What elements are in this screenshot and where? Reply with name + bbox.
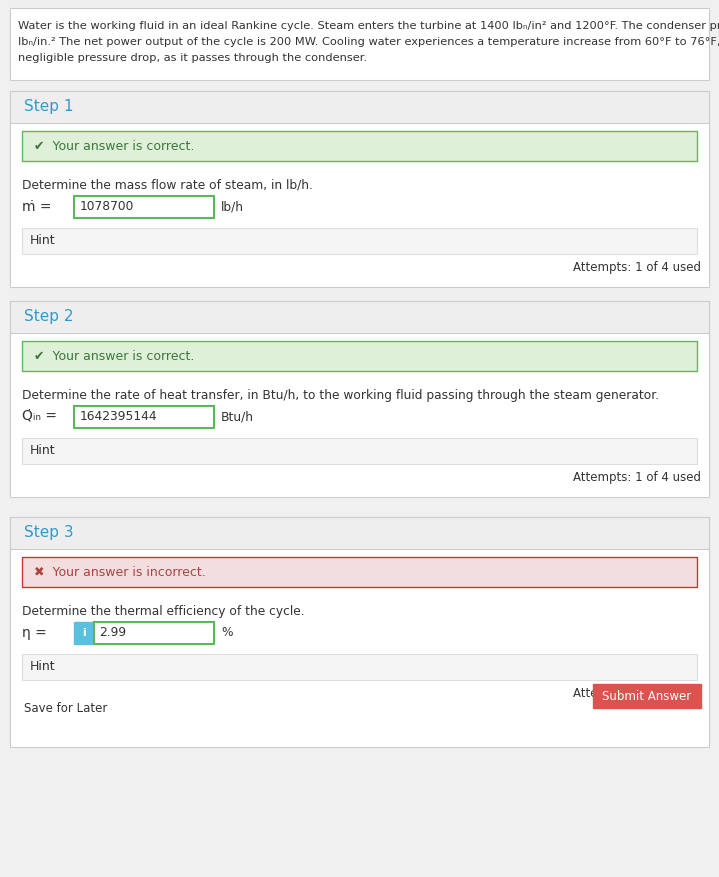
Bar xyxy=(10,517,709,747)
Text: Hint: Hint xyxy=(30,660,55,674)
Text: Attempts: 1 of 4 used: Attempts: 1 of 4 used xyxy=(573,688,701,701)
Bar xyxy=(10,301,709,333)
Text: Submit Answer: Submit Answer xyxy=(603,689,692,702)
Text: η =: η = xyxy=(22,626,47,640)
Text: Determine the thermal efficiency of the cycle.: Determine the thermal efficiency of the … xyxy=(22,605,305,618)
Text: Save for Later: Save for Later xyxy=(24,702,107,715)
Text: ✔  Your answer is correct.: ✔ Your answer is correct. xyxy=(34,350,194,362)
Bar xyxy=(22,654,697,680)
Text: Water is the working fluid in an ideal Rankine cycle. Steam enters the turbine a: Water is the working fluid in an ideal R… xyxy=(18,21,719,31)
Text: lb/h: lb/h xyxy=(221,201,244,213)
Bar xyxy=(74,406,214,428)
Bar xyxy=(10,517,709,549)
Text: lbₙ/in.² The net power output of the cycle is 200 MW. Cooling water experiences : lbₙ/in.² The net power output of the cyc… xyxy=(18,37,719,47)
Bar xyxy=(22,341,697,371)
Bar xyxy=(10,91,709,287)
Text: 2.99: 2.99 xyxy=(99,626,126,639)
Text: Attempts: 1 of 4 used: Attempts: 1 of 4 used xyxy=(573,261,701,275)
Text: Hint: Hint xyxy=(30,445,55,458)
Text: Determine the rate of heat transfer, in Btu/h, to the working fluid passing thro: Determine the rate of heat transfer, in … xyxy=(22,389,659,402)
Bar xyxy=(10,91,709,123)
Bar xyxy=(22,228,697,254)
Text: Hint: Hint xyxy=(30,234,55,247)
Bar xyxy=(10,301,709,497)
Bar xyxy=(74,622,94,644)
Text: 1642395144: 1642395144 xyxy=(80,410,157,424)
Text: 1078700: 1078700 xyxy=(80,201,134,213)
Bar xyxy=(22,131,697,161)
Text: ṁ =: ṁ = xyxy=(22,200,52,214)
Text: Q̇ᵢₙ =: Q̇ᵢₙ = xyxy=(22,410,57,424)
Text: Determine the mass flow rate of steam, in lb/h.: Determine the mass flow rate of steam, i… xyxy=(22,179,313,192)
Text: %: % xyxy=(221,626,232,639)
Text: Step 3: Step 3 xyxy=(24,525,73,540)
Text: Btu/h: Btu/h xyxy=(221,410,254,424)
Bar xyxy=(74,196,214,218)
Bar xyxy=(10,8,709,80)
Bar xyxy=(22,438,697,464)
Bar xyxy=(22,557,697,587)
Text: ✔  Your answer is correct.: ✔ Your answer is correct. xyxy=(34,139,194,153)
Text: Step 2: Step 2 xyxy=(24,310,73,324)
Bar xyxy=(94,622,214,644)
Bar xyxy=(593,684,701,708)
Text: negligible pressure drop, as it passes through the condenser.: negligible pressure drop, as it passes t… xyxy=(18,53,367,63)
Text: ✖  Your answer is incorrect.: ✖ Your answer is incorrect. xyxy=(34,566,206,579)
Text: i: i xyxy=(82,628,86,638)
Text: Attempts: 1 of 4 used: Attempts: 1 of 4 used xyxy=(573,472,701,484)
Text: Step 1: Step 1 xyxy=(24,99,73,115)
